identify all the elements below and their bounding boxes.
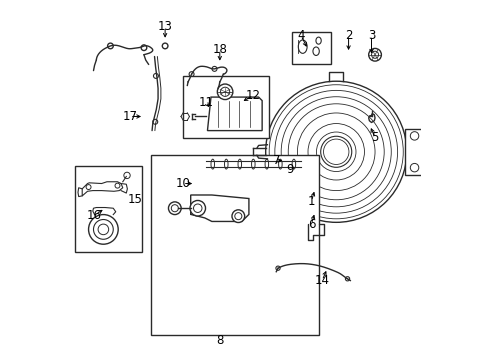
Ellipse shape [291, 159, 295, 169]
Bar [151, 155, 318, 335]
Circle shape [93, 220, 113, 239]
Circle shape [123, 172, 130, 179]
Bar [291, 32, 330, 64]
Text: 1: 1 [307, 195, 315, 208]
Circle shape [409, 163, 418, 172]
Text: 10: 10 [175, 177, 190, 190]
Text: 3: 3 [367, 29, 374, 42]
Ellipse shape [238, 159, 241, 169]
Circle shape [345, 277, 349, 281]
Circle shape [368, 48, 381, 61]
Text: 18: 18 [212, 43, 227, 56]
Text: 9: 9 [286, 163, 293, 176]
Circle shape [171, 205, 178, 212]
Circle shape [220, 87, 229, 96]
Circle shape [234, 213, 242, 220]
Polygon shape [82, 182, 122, 196]
Circle shape [86, 185, 91, 189]
Ellipse shape [315, 37, 321, 44]
Ellipse shape [298, 40, 306, 53]
Bar [75, 166, 142, 252]
Text: 8: 8 [216, 334, 223, 347]
Circle shape [162, 43, 167, 49]
Text: 4: 4 [297, 29, 304, 42]
Text: 13: 13 [157, 20, 172, 33]
Ellipse shape [278, 159, 282, 169]
Circle shape [217, 84, 232, 100]
Ellipse shape [264, 159, 268, 169]
Circle shape [107, 43, 113, 49]
Circle shape [193, 204, 202, 212]
Circle shape [275, 266, 280, 270]
Circle shape [115, 183, 120, 188]
Bar [404, 129, 424, 175]
Circle shape [141, 45, 146, 50]
Circle shape [212, 66, 217, 71]
Text: 12: 12 [245, 89, 260, 102]
Text: 11: 11 [198, 96, 213, 109]
Text: 5: 5 [370, 131, 378, 144]
Text: 2: 2 [344, 29, 352, 42]
Ellipse shape [312, 47, 319, 55]
Text: 14: 14 [314, 274, 329, 287]
Text: 15: 15 [127, 193, 142, 206]
Circle shape [153, 73, 158, 78]
Polygon shape [190, 195, 248, 221]
Circle shape [152, 119, 158, 124]
Circle shape [231, 210, 244, 222]
Circle shape [190, 201, 205, 216]
Text: 17: 17 [122, 110, 137, 123]
Circle shape [409, 132, 418, 140]
Text: 16: 16 [87, 209, 102, 222]
Circle shape [168, 202, 181, 215]
Ellipse shape [210, 159, 214, 169]
Ellipse shape [224, 159, 227, 169]
Circle shape [88, 215, 118, 244]
Circle shape [98, 224, 108, 235]
Polygon shape [207, 97, 262, 131]
Circle shape [371, 51, 378, 58]
Text: 7: 7 [272, 154, 280, 167]
Circle shape [189, 72, 194, 77]
Text: 6: 6 [307, 217, 315, 231]
Bar [183, 76, 269, 138]
Ellipse shape [251, 159, 255, 169]
